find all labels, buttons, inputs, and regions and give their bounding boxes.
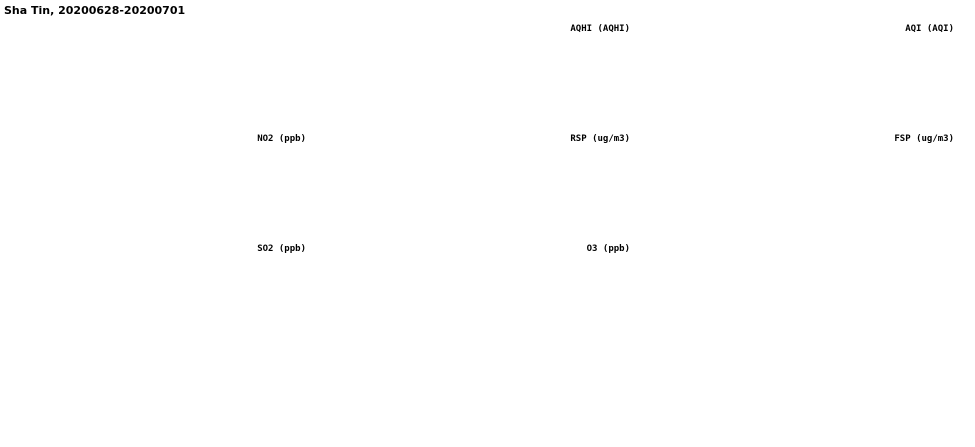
chart-title-fsp: FSP (ug/m3) bbox=[894, 134, 954, 144]
chart-fsp: FSP (ug/m3) bbox=[662, 125, 962, 239]
chart-title-rsp: RSP (ug/m3) bbox=[570, 134, 630, 144]
chart-title-so2: SO2 (ppb) bbox=[257, 244, 306, 254]
chart-o3: O3 (ppb) bbox=[326, 235, 638, 344]
chart-title-no2: NO2 (ppb) bbox=[257, 134, 306, 144]
chart-title-o3: O3 (ppb) bbox=[586, 244, 630, 254]
chart-so2: SO2 (ppb) bbox=[12, 235, 314, 339]
chart-aqhi: AQHI (AQHI) bbox=[326, 15, 638, 122]
chart-rsp: RSP (ug/m3) bbox=[326, 125, 638, 232]
chart-no2: NO2 (ppb) bbox=[12, 125, 314, 226]
page-title: Sha Tin, 20200628-20200701 bbox=[4, 4, 186, 17]
chart-aqi: AQI (AQI) bbox=[662, 15, 962, 122]
chart-title-aqi: AQI (AQI) bbox=[905, 24, 954, 34]
chart-title-aqhi: AQHI (AQHI) bbox=[570, 24, 630, 34]
